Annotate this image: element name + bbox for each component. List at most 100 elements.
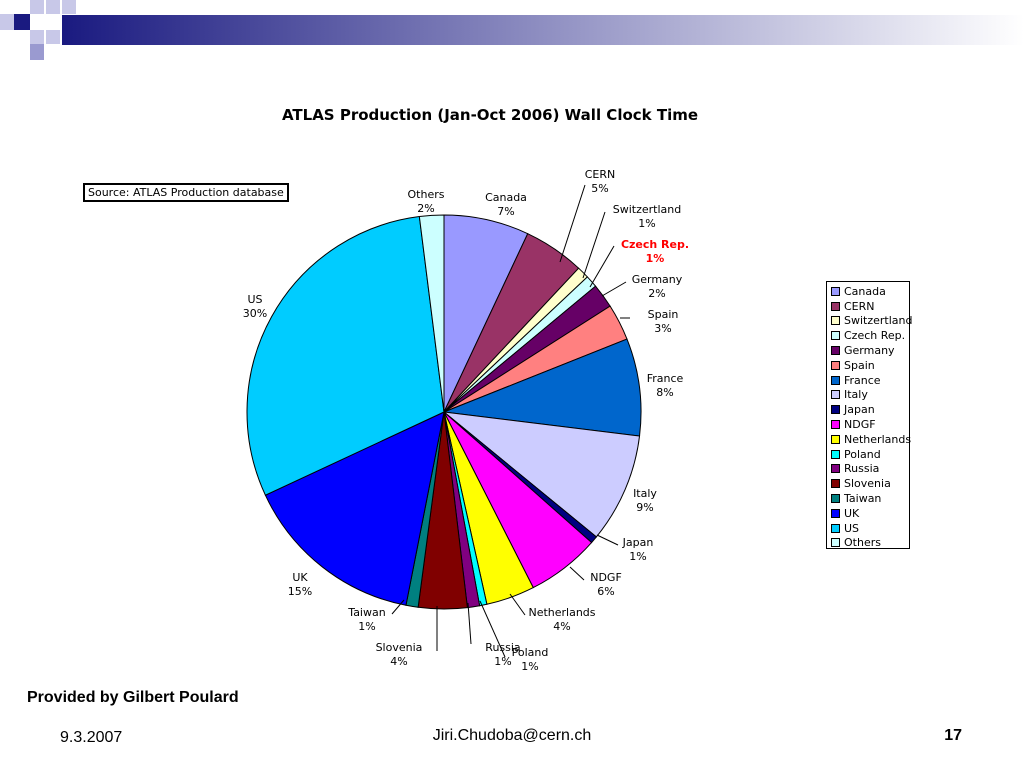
pie-slice-others: [418, 214, 445, 413]
legend-label: Spain: [844, 358, 875, 372]
slice-label-russia: Russia 1%: [485, 641, 520, 668]
legend-swatch: [831, 464, 840, 474]
legend-label: UK: [844, 506, 860, 520]
legend-item-germany: Germany: [831, 343, 909, 358]
legend-item-slovenia: Slovenia: [831, 476, 909, 491]
chart-title: ATLAS Production (Jan-Oct 2006) Wall Clo…: [281, 106, 699, 124]
legend-swatch: [831, 479, 840, 489]
leader-line-cern: [559, 184, 586, 263]
slice-label-japan: Japan 1%: [622, 536, 654, 563]
legend-item-canada: Canada: [831, 284, 909, 299]
slice-label-netherlands: Netherlands 4%: [528, 606, 595, 633]
header-square: [14, 14, 30, 30]
legend-item-us: US: [831, 521, 909, 536]
legend-label: US: [844, 521, 860, 535]
slice-label-taiwan: Taiwan 1%: [347, 606, 385, 633]
header-decoration: [0, 0, 1024, 60]
legend-item-cern: CERN: [831, 299, 909, 314]
legend-label: Canada: [844, 284, 886, 298]
legend-item-netherlands: Netherlands: [831, 432, 912, 447]
slice-label-france: France 8%: [647, 372, 684, 399]
legend-item-russia: Russia: [831, 462, 909, 477]
author-email: Jiri.Chudoba@cern.ch: [432, 727, 592, 744]
slide-date: 9.3.2007: [60, 729, 123, 746]
leader-line-netherlands: [509, 593, 526, 616]
legend-label: Poland: [844, 447, 881, 461]
legend-item-italy: Italy: [831, 388, 909, 403]
legend-swatch: [831, 523, 840, 533]
slice-label-uk: UK 15%: [288, 571, 312, 598]
header-gradient-band: [62, 15, 1024, 45]
leader-line-germany: [601, 281, 627, 297]
slice-label-czech-rep: Czech Rep. 1%: [621, 238, 689, 265]
legend-label: Others: [844, 536, 881, 550]
legend-swatch: [831, 301, 840, 311]
legend-swatch: [831, 449, 840, 459]
pie-slice-us: [246, 215, 445, 496]
slice-label-slovenia: Slovenia 4%: [376, 641, 423, 668]
legend-swatch: [831, 405, 840, 415]
leader-line-japan: [596, 534, 619, 546]
slice-label-us: US 30%: [243, 293, 267, 320]
legend-item-spain: Spain: [831, 358, 909, 373]
header-square: [46, 30, 60, 44]
legend-label: NDGF: [844, 418, 876, 432]
legend-label: CERN: [844, 299, 875, 313]
header-square: [30, 0, 44, 14]
legend-label: Switzertland: [844, 314, 913, 328]
page-number: 17: [944, 727, 962, 744]
legend-swatch: [831, 360, 840, 370]
source-note: Source: ATLAS Production database: [83, 183, 289, 202]
legend-item-japan: Japan: [831, 402, 909, 417]
leader-line-switzertland: [582, 211, 606, 279]
legend-swatch: [831, 286, 840, 296]
leader-line-taiwan: [391, 599, 405, 615]
legend-item-switzertland: Switzertland: [831, 314, 913, 329]
header-square: [62, 0, 76, 14]
legend-label: Japan: [844, 403, 875, 417]
slice-label-ndgf: NDGF 6%: [590, 571, 622, 598]
legend-swatch: [831, 346, 840, 356]
legend-label: Netherlands: [844, 432, 912, 446]
legend-item-czech-rep: Czech Rep.: [831, 328, 909, 343]
header-square: [0, 14, 14, 30]
legend-item-taiwan: Taiwan: [831, 491, 909, 506]
legend-swatch: [831, 375, 840, 385]
legend-label: Czech Rep.: [844, 329, 906, 343]
legend-item-uk: UK: [831, 506, 909, 521]
pie-slice-italy: [442, 411, 641, 538]
slice-label-germany: Germany 2%: [632, 273, 683, 300]
header-square: [30, 44, 44, 60]
slice-label-spain: Spain 3%: [648, 308, 679, 335]
header-square: [30, 30, 44, 44]
chart-legend: Canada CERN Switzertland Czech Rep. Germany S…: [826, 281, 913, 551]
pie-slice-france: [443, 338, 642, 437]
legend-swatch: [831, 508, 840, 518]
legend-label: Russia: [844, 462, 880, 476]
leader-line-poland: [479, 600, 506, 658]
slice-label-others: Others 2%: [408, 188, 445, 215]
slice-label-switzertland: Switzertland 1%: [613, 203, 681, 230]
legend-label: France: [844, 373, 881, 387]
legend-swatch: [831, 390, 840, 400]
slice-label-cern: CERN 5%: [585, 168, 616, 195]
legend-item-others: Others: [831, 536, 909, 551]
slice-label-italy: Italy 9%: [633, 487, 657, 514]
legend-item-france: France: [831, 373, 909, 388]
header-square: [46, 0, 60, 14]
legend-swatch: [831, 331, 840, 341]
legend-label: Germany: [844, 344, 895, 358]
legend-label: Slovenia: [844, 477, 891, 491]
legend-swatch: [831, 434, 840, 444]
legend-item-poland: Poland: [831, 447, 909, 462]
slice-label-canada: Canada 7%: [485, 191, 527, 218]
legend-swatch: [831, 538, 840, 548]
leader-line-russia: [467, 602, 472, 645]
slice-label-poland: Poland 1%: [512, 646, 549, 673]
legend-swatch: [831, 420, 840, 430]
legend-label: Taiwan: [844, 492, 882, 506]
pie-slice-uk: [264, 411, 445, 606]
leader-line-ndgf: [569, 566, 585, 581]
leader-line-czech-rep: [589, 245, 615, 288]
